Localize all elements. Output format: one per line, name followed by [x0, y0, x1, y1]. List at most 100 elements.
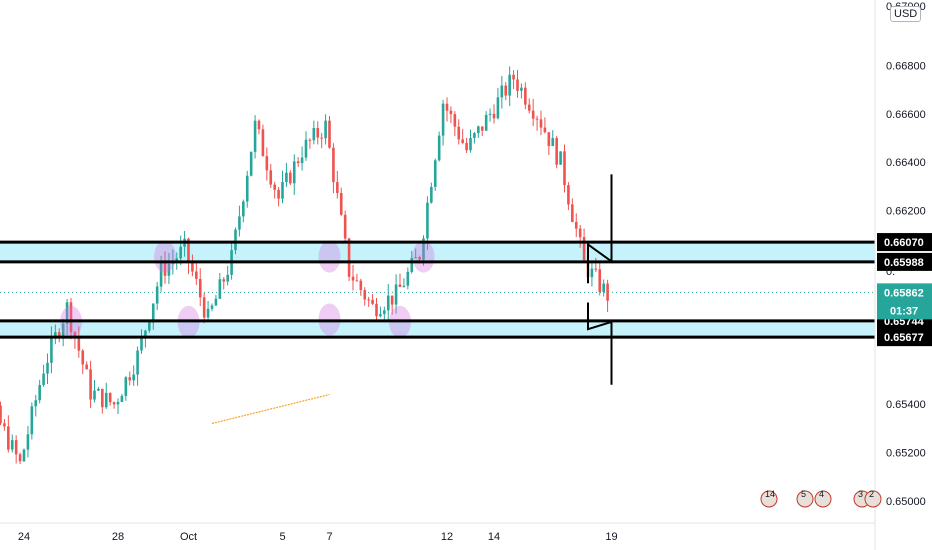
event-badge-icon — [760, 490, 778, 508]
candle-body — [418, 257, 421, 260]
candle-body — [54, 332, 57, 338]
candle-body — [155, 286, 159, 304]
candle-body — [477, 126, 480, 134]
candle-body — [191, 262, 194, 272]
candle-body — [289, 172, 292, 184]
candle-body — [574, 221, 578, 229]
price-labels: 0.660700.659880.657440.656770.6586201:37… — [877, 233, 932, 347]
candle-body — [594, 268, 598, 270]
event-badge-icon — [864, 490, 882, 508]
candle-body — [332, 147, 335, 183]
time-tick: 14 — [488, 531, 500, 543]
candle-body — [386, 295, 390, 311]
candle-body — [430, 186, 433, 203]
candle-body — [179, 246, 182, 259]
candle-body — [598, 269, 602, 292]
candle-body — [383, 310, 386, 315]
candle-body — [390, 295, 394, 305]
drawn-annotations — [211, 174, 613, 425]
candle-body — [367, 299, 370, 301]
zone-0 — [0, 242, 875, 262]
candle-body — [359, 280, 363, 291]
candle-body — [46, 362, 49, 374]
price-axis: 0.670000.668000.666000.664000.662000.654… — [886, 1, 926, 508]
zone-1 — [0, 320, 875, 338]
highlight-4 — [318, 240, 341, 273]
candle-body — [3, 423, 6, 427]
candle-body — [433, 160, 437, 187]
candle-body — [285, 172, 288, 183]
candle-body — [234, 229, 237, 251]
candle-body — [371, 299, 374, 304]
current-price-value: 0.65862 — [884, 287, 924, 299]
price-tag-text: 0.65988 — [884, 257, 924, 269]
time-tick: 12 — [441, 531, 453, 543]
candle-body — [69, 302, 73, 333]
projection-path-1 — [587, 302, 613, 385]
level-lines — [0, 240, 875, 339]
candle-body — [296, 161, 300, 164]
candle-body — [543, 127, 547, 133]
event-badge-icon — [814, 490, 832, 508]
candle-body — [104, 392, 108, 408]
candlestick-series — [0, 66, 609, 464]
candle-body — [112, 402, 116, 405]
candle-body — [567, 185, 570, 205]
candle-body — [136, 350, 139, 375]
event-badge-count: 3 — [858, 489, 863, 499]
candle-body — [312, 127, 316, 141]
candle-body — [343, 214, 347, 239]
candle-body — [480, 126, 484, 131]
candle-body — [524, 87, 527, 105]
candle-body — [473, 133, 476, 138]
time-tick: 28 — [112, 531, 124, 543]
candle-body — [281, 182, 284, 199]
time-tick: Oct — [180, 531, 197, 543]
candle-body — [461, 139, 464, 143]
candle-body — [488, 113, 492, 116]
price-tag-bg — [877, 252, 932, 271]
candle-body — [398, 284, 402, 287]
currency-label[interactable]: USD — [890, 6, 922, 22]
candle-body — [18, 454, 22, 462]
candle-body — [42, 373, 45, 386]
projection-path-0 — [587, 174, 613, 284]
candle-body — [0, 405, 2, 424]
candle-body — [465, 142, 468, 151]
event-badges[interactable]: 14 5 4 3 2 — [760, 489, 882, 508]
candle-body — [300, 157, 304, 164]
candle-body — [441, 103, 445, 136]
candle-body — [101, 388, 104, 408]
candle-body — [492, 113, 496, 119]
candle-body — [226, 274, 229, 282]
candle-body — [218, 279, 222, 299]
candle-body — [402, 285, 406, 287]
candle-body — [202, 297, 206, 318]
candle-body — [582, 237, 586, 261]
candle-body — [116, 401, 120, 405]
time-axis: 24 28 Oct 5 7 12 14 19 — [18, 531, 618, 543]
candle-body — [535, 118, 539, 120]
candle-body — [151, 303, 155, 323]
candle-body — [97, 388, 100, 391]
candle-body — [571, 204, 574, 222]
partial-price-label: 0. — [886, 266, 895, 278]
candle-body — [516, 79, 519, 91]
candle-body — [132, 374, 135, 381]
candle-body — [426, 202, 429, 239]
event-badge-count: 2 — [869, 489, 874, 499]
event-badge-count: 4 — [819, 489, 824, 499]
candle-body — [422, 238, 425, 260]
candle-body — [394, 284, 398, 305]
candle-body — [144, 330, 147, 337]
candle-body — [77, 336, 81, 351]
candle-body — [547, 132, 551, 147]
candle-body — [469, 137, 472, 151]
candle-body — [355, 280, 359, 282]
candle-body — [336, 182, 339, 193]
candle-body — [187, 238, 190, 263]
candle-body — [30, 406, 34, 435]
highlight-6 — [412, 240, 435, 273]
candle-body — [363, 290, 367, 300]
